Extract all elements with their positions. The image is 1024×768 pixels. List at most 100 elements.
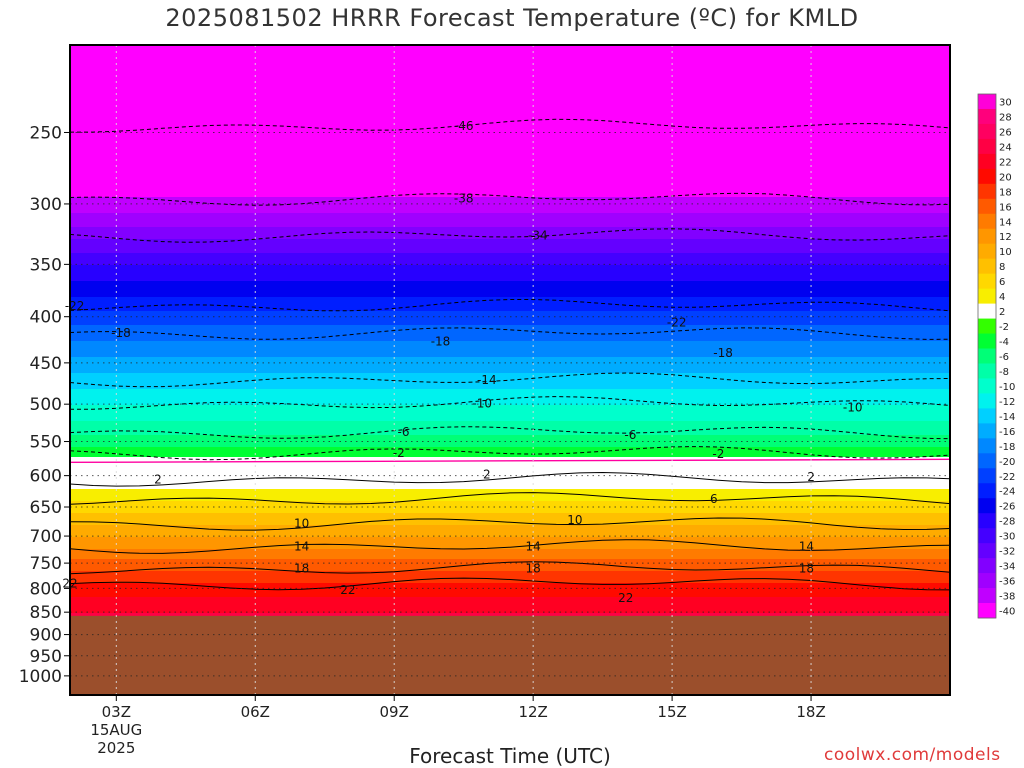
temperature-band [70, 577, 950, 580]
temperature-band [70, 543, 950, 546]
temperature-band [70, 141, 950, 144]
temperature-band [70, 299, 950, 302]
temperature-band [70, 149, 950, 152]
temperature-band [70, 225, 950, 228]
freezing-level-line [70, 458, 950, 464]
temperature-band [70, 65, 950, 68]
temperature-band [70, 347, 950, 350]
colorbar-legend: 30 28 26 24 22 20 18 16 14 12 10 8 6 4 2 -2 -4 -6 -8 -10 -12… [977, 93, 1015, 619]
temperature-band [70, 531, 950, 534]
temperature-band [70, 125, 950, 128]
temperature-band [70, 163, 950, 166]
colorbar-label: -38 [999, 592, 1015, 603]
temperature-band [70, 79, 950, 82]
contour-label: -46 [454, 119, 474, 133]
temperature-band [70, 321, 950, 324]
temperature-band [70, 337, 950, 340]
temperature-band [70, 93, 950, 96]
temperature-band [70, 547, 950, 550]
temperature-band [70, 135, 950, 138]
contour-lines [70, 118, 950, 591]
contour-label: -22 [667, 316, 687, 330]
temperature-band [70, 145, 950, 148]
colorbar-swatch [978, 198, 996, 215]
contour-label: 10 [294, 517, 309, 531]
temperature-band [70, 319, 950, 322]
colorbar-label: -14 [999, 412, 1015, 423]
colorbar-swatch [978, 558, 996, 574]
temperature-band [70, 275, 950, 278]
temperature-band [70, 385, 950, 388]
temperature-band [70, 331, 950, 334]
temperature-band [70, 583, 950, 586]
temperature-band [70, 445, 950, 448]
colorbar-label: 14 [999, 217, 1012, 228]
colorbar-label: -24 [999, 487, 1015, 498]
colorbar-label: 10 [999, 247, 1012, 258]
temperature-band [70, 367, 950, 370]
temperature-band [70, 469, 950, 472]
temperature-band [70, 231, 950, 234]
temperature-band [70, 405, 950, 408]
temperature-band [70, 185, 950, 188]
temperature-band [70, 325, 950, 328]
temperature-band [70, 241, 950, 244]
temperature-band [70, 503, 950, 506]
colorbar-label: -4 [999, 337, 1009, 348]
colorbar-label: 20 [999, 172, 1012, 183]
temperature-band [70, 495, 950, 498]
contour-label: 14 [294, 540, 309, 554]
temperature-band [70, 497, 950, 500]
temperature-band [70, 297, 950, 300]
temperature-band [70, 493, 950, 496]
colorbar-swatch [978, 438, 996, 454]
temperature-band [70, 99, 950, 102]
temperature-band [70, 219, 950, 222]
temperature-band [70, 193, 950, 196]
temperature-band [70, 397, 950, 400]
contour-line [70, 517, 950, 531]
temperature-band [70, 371, 950, 374]
temperature-band [70, 499, 950, 502]
temperature-band [70, 455, 950, 458]
colorbar-label: 16 [999, 202, 1012, 213]
temperature-band [70, 63, 950, 66]
contour-line [70, 471, 950, 487]
temperature-band [70, 123, 950, 126]
contour-line [70, 577, 950, 591]
y-tick-label: 500 [30, 395, 62, 415]
contour-label: 18 [294, 561, 309, 575]
temperature-band [70, 387, 950, 390]
temperature-band [70, 415, 950, 418]
temperature-band [70, 85, 950, 88]
temperature-band [70, 211, 950, 214]
temperature-band [70, 147, 950, 150]
temperature-band [70, 355, 950, 358]
y-tick-label: 700 [30, 527, 62, 547]
temperature-band [70, 391, 950, 394]
temperature-band [70, 301, 950, 304]
contour-line [70, 561, 950, 575]
temperature-band [70, 425, 950, 428]
temperature-band [70, 421, 950, 424]
temperature-band [70, 159, 950, 162]
temperature-band [70, 595, 950, 598]
y-tick-label: 350 [30, 255, 62, 275]
temperature-band [70, 209, 950, 212]
temperature-band [70, 511, 950, 514]
temperature-band [70, 379, 950, 382]
colorbar-swatch [978, 213, 996, 230]
colorbar-label: -40 [999, 607, 1015, 618]
temperature-band [70, 553, 950, 556]
temperature-band [70, 327, 950, 330]
y-tick-label: 850 [30, 603, 62, 623]
temperature-band [70, 101, 950, 104]
contour-label: 2 [154, 473, 162, 487]
temperature-band [70, 253, 950, 256]
temperature-band [70, 491, 950, 494]
source-credit: coolwx.com/models [824, 745, 1001, 765]
temperature-band [70, 313, 950, 316]
temperature-band [70, 277, 950, 280]
temperature-band [70, 487, 950, 490]
temperature-band [70, 365, 950, 368]
